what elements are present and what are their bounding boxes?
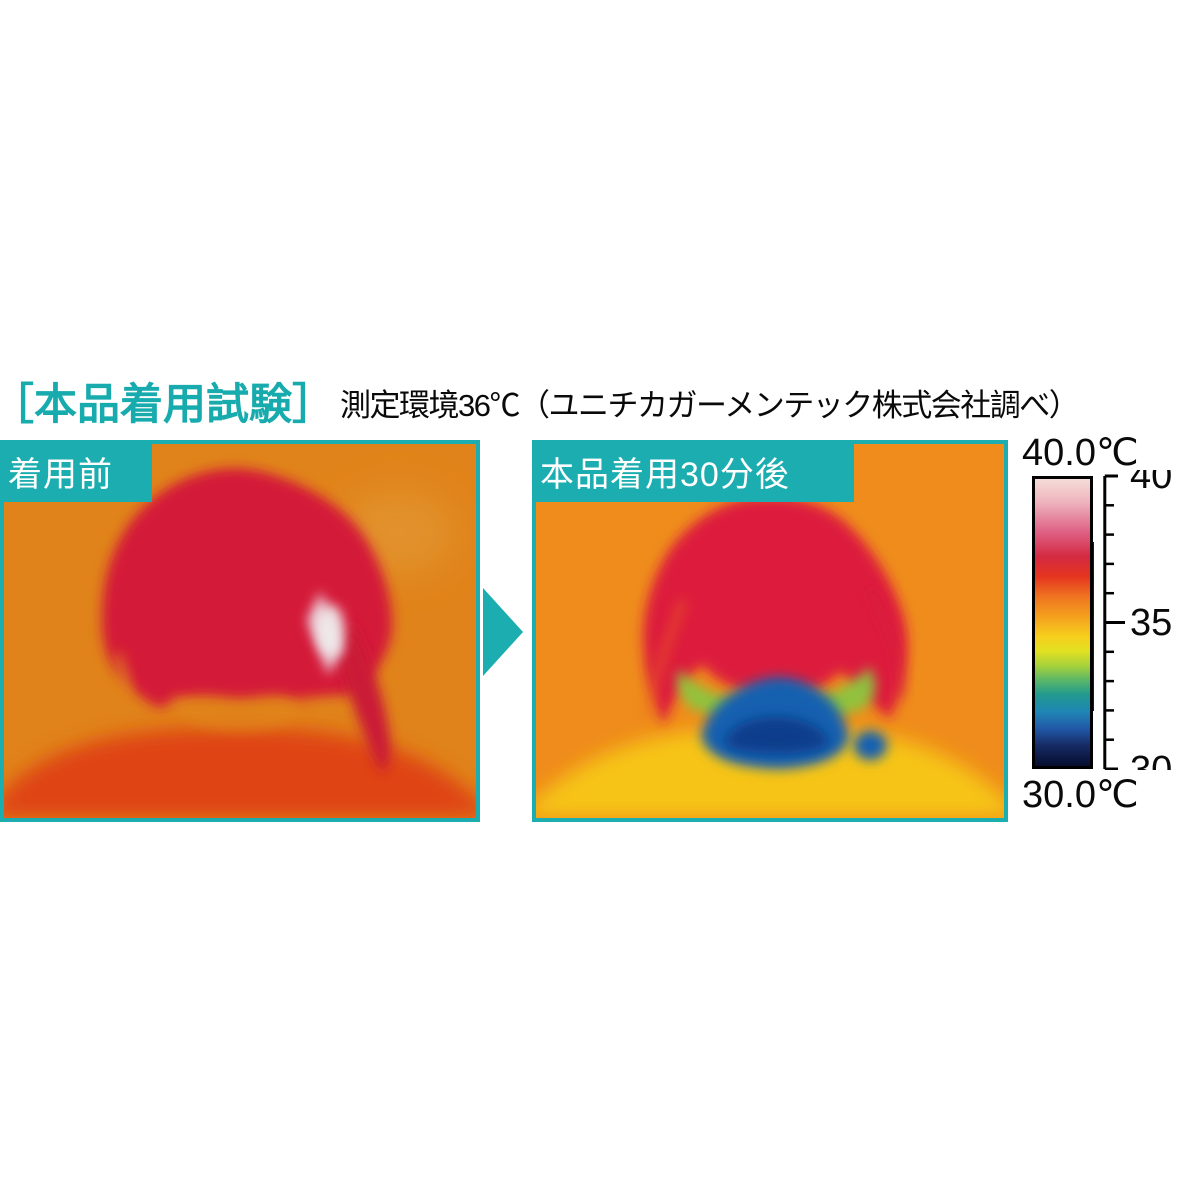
svg-text:30: 30 xyxy=(1130,749,1172,770)
svg-text:35: 35 xyxy=(1130,602,1172,644)
svg-text:40: 40 xyxy=(1130,470,1172,497)
